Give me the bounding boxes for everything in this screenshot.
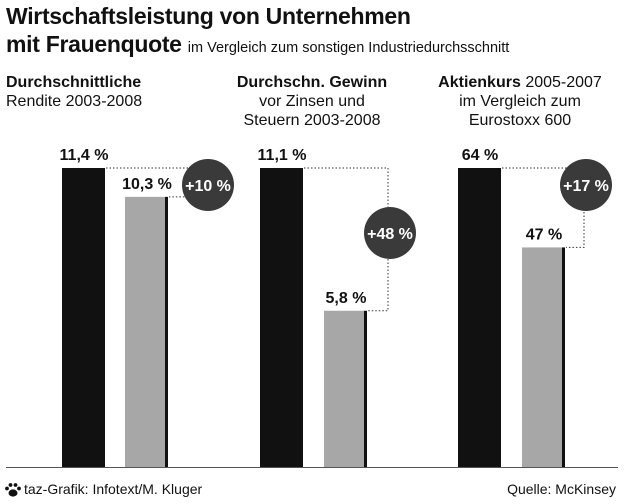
title-line-2: mit Frauenquote im Vergleich zum sonstig… (6, 30, 618, 62)
bar-shadow (165, 196, 168, 467)
bar-quota (62, 168, 102, 467)
bar-shadow (364, 310, 367, 467)
chart-subtitle: im Vergleich zum sonstigen Industriedurc… (187, 40, 510, 56)
panel-3-heading-line-3: Eurostoxx 600 (468, 112, 572, 129)
bar-value-label: 5,8 % (326, 290, 367, 307)
panel-1-heading-line-2: Rendite 2003-2008 (6, 93, 143, 110)
bar-average (522, 247, 562, 467)
panel-1-heading-line-1: Durchschnittliche (6, 73, 206, 92)
difference-badge-label: +17 % (563, 178, 609, 195)
panel-1-heading: Durchschnittliche Rendite 2003-2008 (6, 73, 206, 111)
chart-title: Wirtschaftsleistung von Unternehmen mit … (6, 2, 618, 62)
bar-value-label: 64 % (462, 147, 498, 164)
difference-badge (364, 207, 416, 259)
difference-badge-label: +10 % (185, 178, 231, 195)
panel-3-heading-rest: 2005-2007 (525, 74, 602, 91)
difference-badge (182, 159, 234, 211)
bar-quota (260, 168, 300, 467)
bar-shadow (498, 168, 501, 467)
bar-average (125, 196, 165, 467)
bar-shadow (102, 168, 105, 467)
bar-shadow (562, 247, 565, 467)
bar-shadow (300, 168, 303, 467)
source-text: Quelle: McKinsey (507, 481, 616, 497)
bar-quota (458, 168, 498, 467)
bar-value-label: 10,3 % (122, 176, 172, 193)
panel-2-heading-line-1: Durchschn. Gewinn (214, 73, 410, 92)
bar-average (324, 310, 364, 467)
credit-text: taz-Grafik: Infotext/M. Kluger (24, 481, 203, 497)
panel-2-heading-bold: Durchschn. Gewinn (236, 74, 388, 91)
panel-3-heading: Aktienkurs 2005-2007 im Vergleich zum Eu… (420, 73, 620, 130)
title-line-2-text: mit Frauenquote (6, 31, 182, 57)
baseline-rule (6, 467, 618, 468)
panel-3-heading-line-1: Aktienkurs 2005-2007 (420, 73, 620, 92)
panel-3-heading-bold: Aktienkurs (438, 74, 521, 91)
bar-value-label: 11,1 % (258, 147, 307, 164)
bar-value-label: 47 % (526, 226, 562, 243)
difference-badge-label: +48 % (367, 226, 413, 243)
panel-2-heading-line-3: Steuern 2003-2008 (243, 112, 381, 129)
paw-icon (5, 483, 21, 497)
panel-1-heading-bold: Durchschnittliche (6, 74, 142, 91)
panel-3-heading-line-2: im Vergleich zum (459, 93, 581, 110)
panel-2-heading: Durchschn. Gewinn vor Zinsen und Steuern… (214, 73, 410, 130)
panel-2-heading-line-2: vor Zinsen und (259, 93, 365, 110)
bar-value-label: 11,4 % (60, 147, 109, 164)
difference-badge (560, 159, 612, 211)
title-line-1: Wirtschaftsleistung von Unternehmen (6, 3, 411, 29)
